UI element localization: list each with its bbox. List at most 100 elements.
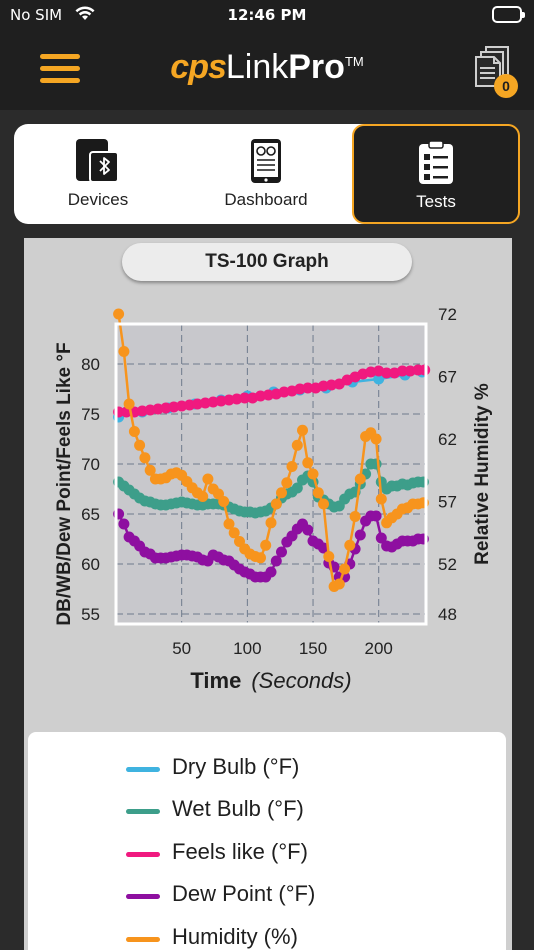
brand-cps: cps [170,48,227,86]
tab-tests-label: Tests [416,192,456,211]
plot-border [114,322,428,626]
tab-bar: Devices Dashboard [14,124,520,224]
wifi-icon [74,4,96,26]
data-point-feels-like-f [239,392,251,404]
data-point-humidity [291,439,303,451]
series-feels-like-f [113,364,431,418]
main-content: Devices Dashboard [0,110,534,950]
data-point-wet-bulb-f [291,482,303,494]
data-point-humidity [265,517,277,529]
data-point-dew-point-f [276,546,287,558]
legend-swatch [126,937,160,942]
legend-label: Feels like (°F) [172,839,308,864]
y-right-tick-label: 57 [438,493,457,512]
data-point-humidity [113,308,125,320]
data-point-humidity [307,468,319,480]
chart-legend: Dry Bulb (°F) Wet Bulb (°F) Feels like (… [28,732,506,950]
tab-dashboard[interactable]: Dashboard [182,124,350,224]
data-point-humidity [276,487,287,499]
checklist-icon [417,140,455,191]
series-layer [113,308,431,592]
data-point-humidity [139,452,151,464]
hamburger-icon [40,54,80,59]
brand-link: Link [225,48,289,86]
brand-logo: cpsLinkProTM [0,48,534,87]
data-point-humidity [128,426,140,437]
x-tick-label: 100 [233,639,261,658]
data-point-feels-like-f [381,367,393,379]
x-tick-label: 50 [172,639,191,658]
data-point-humidity [281,477,293,489]
data-point-humidity [354,473,366,485]
dashboard-tablet-icon [249,138,283,189]
app-header: cpsLinkProTM 0 [0,30,534,110]
data-point-feels-like-f [302,382,314,394]
y-left-tick-label: 80 [81,355,100,374]
series-humidity [113,308,429,592]
reports-count-badge: 0 [494,74,518,98]
data-point-humidity [270,498,282,510]
data-point-dew-point-f [318,542,329,554]
hamburger-menu-button[interactable] [40,54,80,84]
documents-icon [475,46,509,87]
data-point-humidity [202,473,214,485]
battery-icon [492,6,525,23]
status-bar: No SIM 12:46 PM [0,0,534,30]
data-point-humidity [197,491,209,502]
data-point-dew-point-f [265,566,277,578]
graph-title: TS-100 Graph [122,243,412,281]
data-point-dew-point-f [302,524,314,536]
legend-label: Dry Bulb (°F) [172,754,300,779]
tick-labels: 50 100 150 200 55 60 65 70 75 80 48 52 57 62 67 72 [81,305,457,658]
data-point-humidity [302,457,314,469]
x-tick-label: 200 [365,639,393,658]
data-point-humidity [286,461,298,472]
y-right-tick-label: 62 [438,430,457,449]
data-point-humidity [333,578,345,590]
legend-label: Humidity (%) [172,924,298,949]
brand-trademark: TM [344,54,364,69]
legend-swatch [126,809,160,814]
data-point-humidity [118,346,130,357]
data-point-dew-point-f [370,510,382,522]
y-right-tick-label: 67 [438,368,457,387]
y-left-tick-label: 75 [81,405,100,424]
data-point-humidity [318,498,329,510]
y-left-tick-label: 60 [81,555,100,574]
x-axis-label: Time (Seconds) [190,668,351,693]
data-point-dry-bulb-f [373,373,385,385]
legend-swatch [126,852,160,857]
x-axis-label-text: Time [190,668,241,693]
legend-label: Wet Bulb (°F) [172,796,304,821]
legend-swatch [126,894,160,899]
tab-dashboard-label: Dashboard [224,190,308,209]
data-point-wet-bulb-f [370,458,382,470]
data-point-dew-point-f [375,532,387,544]
data-point-humidity [312,487,324,499]
tab-tests[interactable]: Tests [352,124,520,224]
x-tick-label: 150 [299,639,327,658]
battery-terminal [522,12,525,18]
hamburger-icon-line [40,66,80,71]
brand-pro: Pro [288,48,345,86]
reports-button[interactable]: 0 [474,46,520,98]
y-right-tick-label: 72 [438,305,457,324]
data-point-dew-point-f [270,555,282,567]
y-axis-right-label: Relative Humidity % [472,383,493,565]
data-point-humidity [297,424,308,436]
data-point-humidity [223,518,235,530]
data-point-humidity [323,551,335,562]
y-right-tick-label: 52 [438,555,457,574]
y-right-tick-label: 48 [438,605,457,624]
data-point-dew-point-f [118,518,130,530]
hamburger-icon-line [40,78,80,83]
y-left-tick-label: 70 [81,455,100,474]
data-point-humidity [260,539,272,551]
tab-devices[interactable]: Devices [14,124,182,224]
data-point-humidity [144,464,156,476]
carrier-label: No SIM [10,6,63,24]
data-point-humidity [255,552,266,564]
data-point-humidity [339,563,351,575]
y-axis-left-label: DB/WB/Dew Point/Feels Like °F [54,342,75,625]
data-point-humidity [134,439,146,451]
